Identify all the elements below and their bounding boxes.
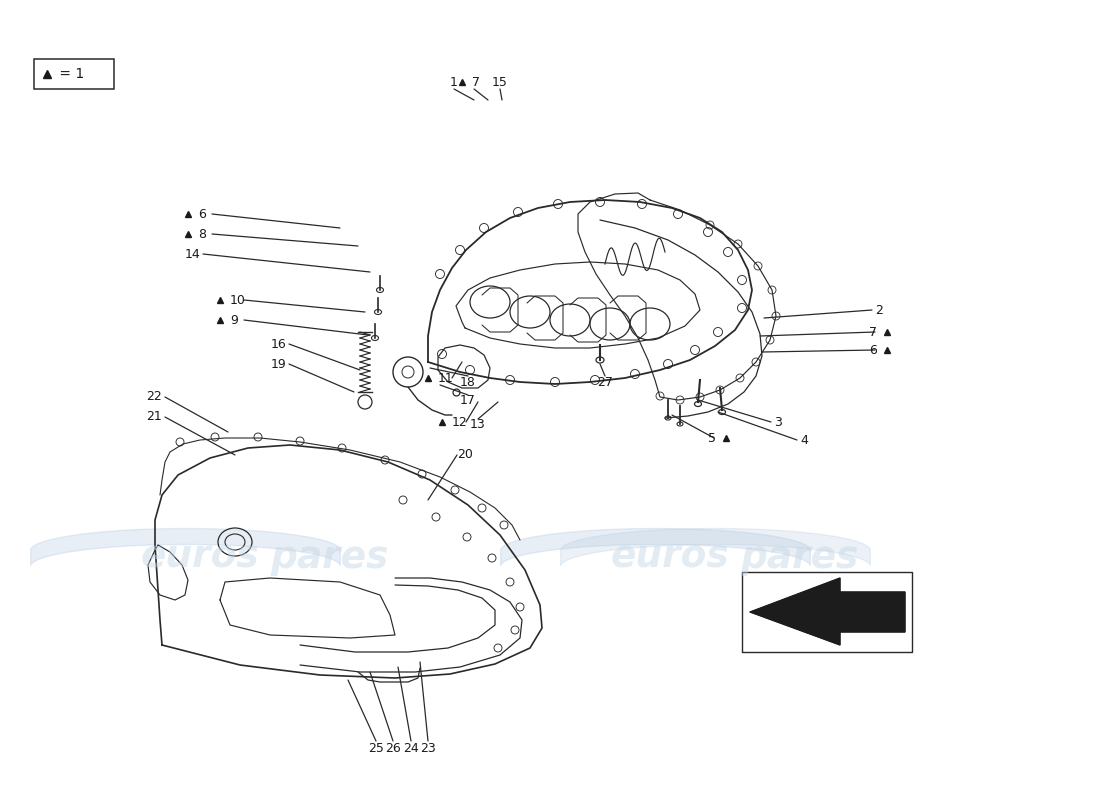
Ellipse shape bbox=[718, 410, 726, 414]
Text: 10: 10 bbox=[230, 294, 246, 306]
Text: 27: 27 bbox=[597, 375, 613, 389]
Text: 22: 22 bbox=[146, 390, 162, 403]
Ellipse shape bbox=[666, 416, 671, 420]
Text: 12: 12 bbox=[452, 415, 468, 429]
Text: 4: 4 bbox=[800, 434, 807, 446]
Text: 13: 13 bbox=[470, 418, 486, 431]
Text: 25: 25 bbox=[368, 742, 384, 754]
Text: 1: 1 bbox=[450, 75, 458, 89]
Text: 7: 7 bbox=[869, 326, 877, 338]
Text: 23: 23 bbox=[420, 742, 436, 754]
Text: 15: 15 bbox=[492, 75, 508, 89]
Ellipse shape bbox=[596, 357, 604, 363]
Text: pares: pares bbox=[271, 540, 389, 576]
FancyBboxPatch shape bbox=[34, 59, 114, 89]
Text: 20: 20 bbox=[458, 449, 473, 462]
Polygon shape bbox=[750, 578, 905, 645]
Text: 7: 7 bbox=[472, 75, 480, 89]
Text: 17: 17 bbox=[460, 394, 476, 407]
Text: 5: 5 bbox=[708, 431, 716, 445]
Text: euros: euros bbox=[610, 540, 729, 576]
Text: 11: 11 bbox=[438, 371, 453, 385]
Text: 9: 9 bbox=[230, 314, 238, 326]
Text: 21: 21 bbox=[146, 410, 162, 423]
Text: 18: 18 bbox=[460, 375, 476, 389]
Text: 3: 3 bbox=[774, 415, 782, 429]
Text: 14: 14 bbox=[185, 247, 200, 261]
Text: 16: 16 bbox=[271, 338, 286, 350]
Text: 6: 6 bbox=[198, 207, 206, 221]
Text: 6: 6 bbox=[869, 343, 877, 357]
Text: 19: 19 bbox=[271, 358, 286, 370]
Text: 26: 26 bbox=[385, 742, 400, 754]
Text: = 1: = 1 bbox=[55, 67, 85, 81]
Text: euros: euros bbox=[141, 540, 260, 576]
Text: 24: 24 bbox=[403, 742, 419, 754]
Text: 8: 8 bbox=[198, 227, 206, 241]
Ellipse shape bbox=[676, 422, 683, 426]
Text: 2: 2 bbox=[874, 303, 883, 317]
Ellipse shape bbox=[694, 402, 702, 406]
Text: pares: pares bbox=[740, 540, 859, 576]
